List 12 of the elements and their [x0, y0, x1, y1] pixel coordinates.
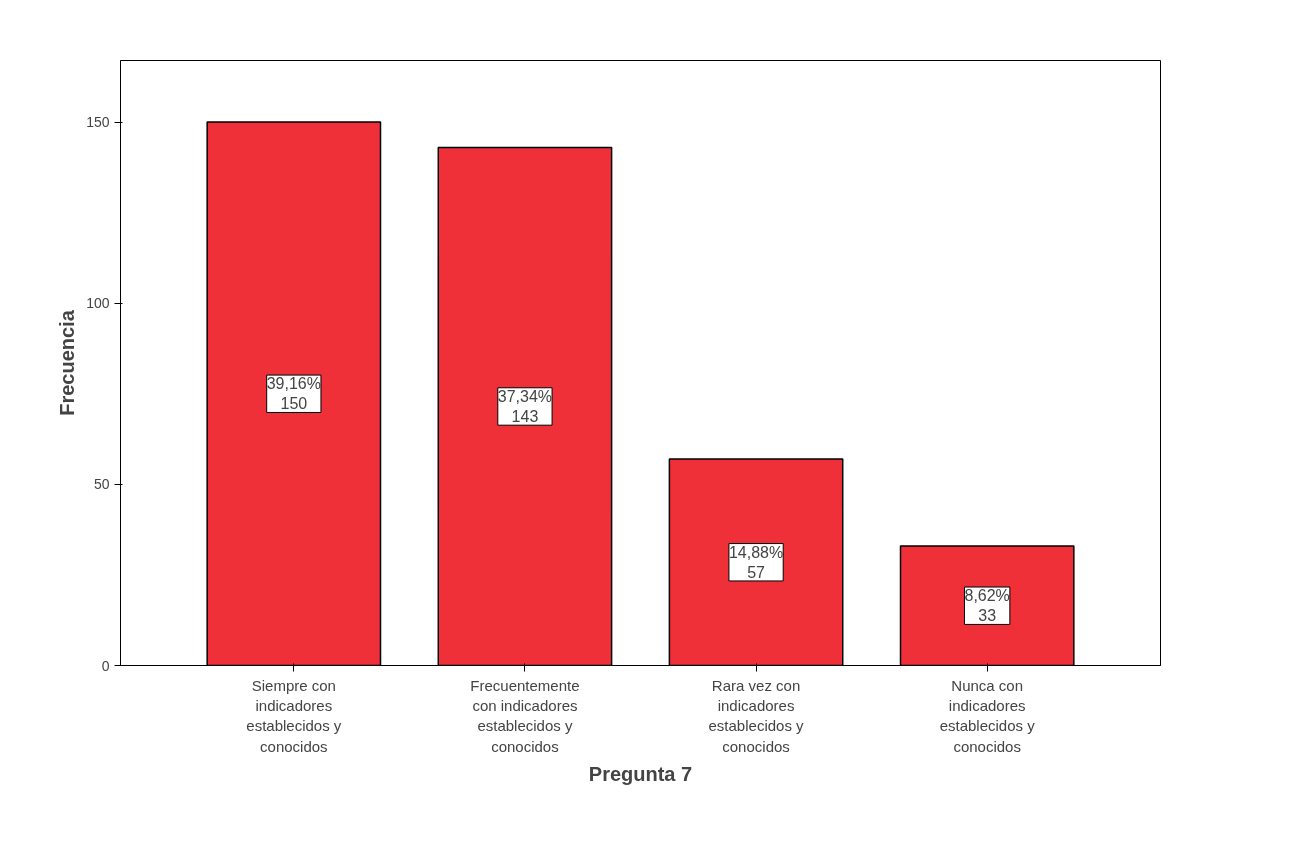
y-axis-title: Frecuencia: [56, 309, 79, 416]
x-axis-title: Pregunta 7: [588, 762, 693, 785]
y-tick-label: 150: [86, 114, 110, 131]
y-tick-label: 0: [101, 657, 110, 674]
x-tick-label: Nunca con indicadores establecidos y conocidos: [939, 676, 1036, 755]
y-tick-label: 100: [86, 295, 110, 312]
y-tick-label: 50: [93, 476, 110, 493]
data-label: 14,88% 57: [728, 543, 784, 581]
x-tick-label: Frecuentemente con indicadores establecidos y conocidos: [470, 676, 580, 755]
x-tick-label: Siempre con indicadores establecidos y conocidos: [246, 676, 342, 755]
data-label: 8,62% 33: [964, 587, 1010, 625]
x-tick-label: Rara vez con indicadores establecidos y conocidos: [708, 676, 805, 755]
